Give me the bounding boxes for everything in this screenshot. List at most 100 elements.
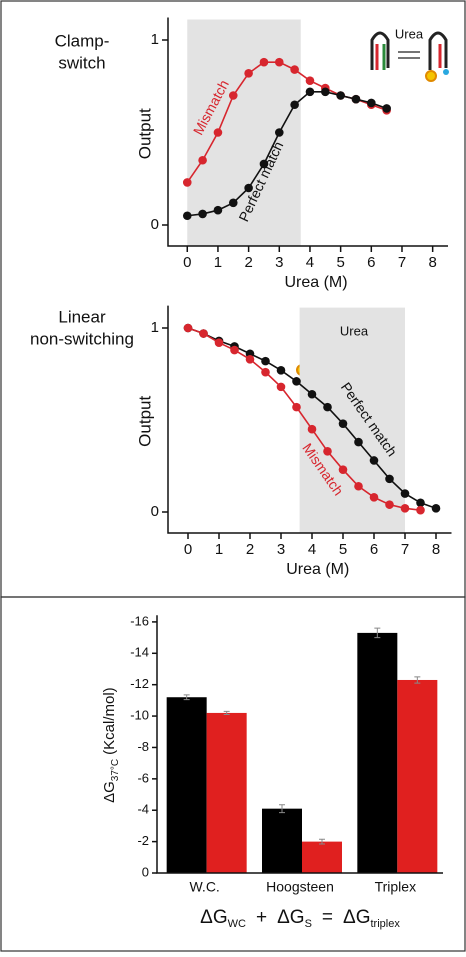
axis xyxy=(156,615,443,874)
data-point xyxy=(183,323,193,333)
data-point xyxy=(307,389,317,399)
x-axis-label: Urea (M) xyxy=(284,274,347,291)
data-point xyxy=(198,155,207,165)
data-point xyxy=(245,354,255,364)
data-point xyxy=(290,65,299,74)
data-point xyxy=(321,87,330,97)
y-axis-label: ΔG37°C (Kcal/mol) xyxy=(101,687,121,803)
x-tick-label: W.C. xyxy=(189,879,219,895)
data-point xyxy=(198,209,207,219)
bar xyxy=(357,632,398,873)
data-point xyxy=(228,198,238,208)
axis xyxy=(167,17,448,247)
data-point xyxy=(385,500,394,509)
x-tick-label: 0 xyxy=(184,541,192,558)
data-point xyxy=(274,128,284,137)
data-point xyxy=(244,183,253,193)
x-tick-label: 6 xyxy=(370,541,378,558)
data-point xyxy=(369,456,379,465)
error-bar xyxy=(223,710,230,715)
x-tick-label: 3 xyxy=(275,254,283,271)
error-bar xyxy=(279,804,285,814)
data-point xyxy=(199,329,208,338)
data-point xyxy=(416,498,425,508)
chart-title: Linear xyxy=(58,307,106,326)
y-tick-label: 0 xyxy=(142,864,149,879)
data-point xyxy=(416,505,425,515)
x-tick-label: 5 xyxy=(339,541,347,558)
data-point xyxy=(182,178,192,187)
bar xyxy=(302,841,342,873)
data-point xyxy=(354,481,363,491)
data-point xyxy=(214,338,224,348)
bar xyxy=(262,808,302,873)
data-point xyxy=(292,402,301,412)
y-tick-label: 0 xyxy=(151,216,159,233)
x-tick-label: 8 xyxy=(432,541,440,558)
y-tick-label: -4 xyxy=(137,802,149,817)
data-point xyxy=(369,492,379,502)
text-part: ΔG xyxy=(277,907,304,928)
x-tick-label: 0 xyxy=(183,254,191,271)
data-point xyxy=(305,76,315,85)
data-point xyxy=(367,98,376,108)
bar xyxy=(397,679,438,873)
inset-label: Urea xyxy=(395,26,424,41)
error-bar xyxy=(183,694,190,701)
y-axis-label: Output xyxy=(135,396,154,447)
text-part: + xyxy=(256,907,267,928)
text-part: WC xyxy=(228,918,246,930)
y-tick-label: -12 xyxy=(130,676,149,691)
bar xyxy=(206,712,247,873)
x-tick-label: 6 xyxy=(367,254,375,271)
data-point xyxy=(274,57,284,67)
x-tick-label: 7 xyxy=(401,541,409,558)
shaded-region xyxy=(299,307,405,533)
data-point xyxy=(400,504,410,513)
chart-title: non-switching xyxy=(30,329,134,348)
x-axis-label: Urea (M) xyxy=(286,561,349,578)
data-point xyxy=(244,69,253,78)
inset-icon xyxy=(370,31,449,82)
text-part: ΔG xyxy=(343,907,370,928)
x-tick-label: 1 xyxy=(215,541,223,558)
y-tick-label: -16 xyxy=(130,613,149,628)
data-point xyxy=(431,504,441,513)
data-point xyxy=(292,377,301,386)
y-axis-label: Output xyxy=(135,108,154,159)
x-tick-label: 8 xyxy=(428,254,436,271)
data-point xyxy=(338,465,348,474)
text-part: S xyxy=(305,918,312,930)
data-point xyxy=(305,87,315,97)
error-bar xyxy=(319,838,325,845)
text-part: (Kcal/mol) xyxy=(101,687,118,755)
data-point xyxy=(385,474,394,484)
data-point xyxy=(276,366,286,375)
x-tick-label: 4 xyxy=(306,254,314,271)
text-part: ΔG xyxy=(200,907,227,928)
panel-border xyxy=(0,596,466,952)
bar xyxy=(166,697,207,873)
y-tick-label: -10 xyxy=(130,708,149,723)
error-bar xyxy=(414,676,421,684)
data-point xyxy=(338,419,348,428)
data-point xyxy=(213,205,223,215)
chart-title: switch xyxy=(58,53,105,72)
y-tick-label: -6 xyxy=(137,770,149,785)
x-tick-label: 2 xyxy=(244,254,252,271)
data-point xyxy=(382,104,391,113)
x-tick-label: 2 xyxy=(246,541,254,558)
inset-label: Urea xyxy=(340,323,369,338)
x-tick-label: 7 xyxy=(398,254,406,271)
data-point xyxy=(259,57,269,67)
x-tick-label: 4 xyxy=(308,541,316,558)
text-part: triplex xyxy=(371,918,401,930)
data-point xyxy=(307,424,317,434)
data-point xyxy=(400,489,410,498)
data-point xyxy=(230,345,239,355)
text-part: 37°C xyxy=(110,759,121,781)
y-tick-label: 1 xyxy=(151,31,159,48)
y-tick-label: -2 xyxy=(137,833,149,848)
x-tick-label: 1 xyxy=(214,254,222,271)
error-bar xyxy=(374,627,381,639)
